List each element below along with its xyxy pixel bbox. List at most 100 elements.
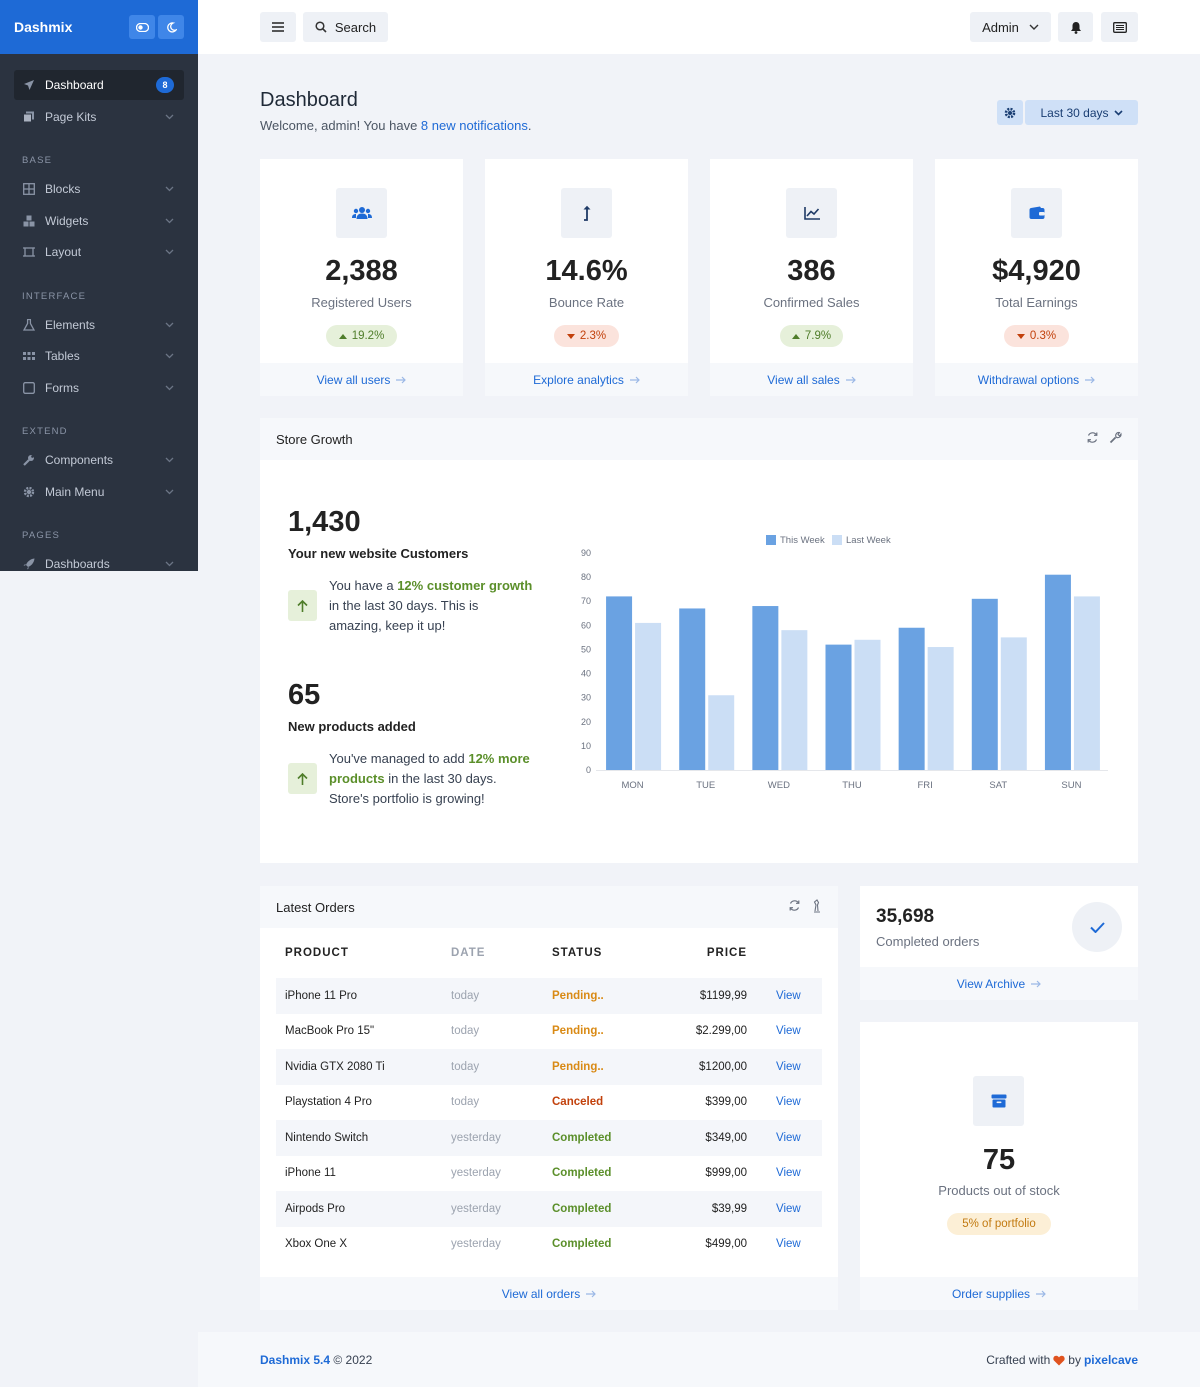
sidebar-item-main-menu[interactable]: Main Menu (14, 477, 184, 507)
view-order-link[interactable]: View (776, 1167, 801, 1180)
panel-title: Latest Orders (276, 899, 355, 915)
products-note: You've managed to add 12% more products … (329, 749, 539, 809)
chevron-down-icon (1113, 109, 1123, 116)
price-cell: $2.299,00 (695, 1025, 747, 1038)
sidebar-item-label: Widgets (45, 213, 89, 228)
view-all-orders-link[interactable]: View all orders (260, 1277, 838, 1310)
sidebar-item-label: Main Menu (45, 484, 105, 499)
version-link[interactable]: Dashmix 5.4 (260, 1353, 331, 1367)
x-tick-label: MON (621, 780, 643, 791)
sidebar-item-dashboard[interactable]: Dashboard 8 (14, 70, 184, 100)
price-cell: $39,99 (711, 1202, 747, 1215)
view-order-link[interactable]: View (776, 1202, 801, 1215)
sidebar-heading-pages: PAGES (22, 530, 61, 541)
date-range-dropdown[interactable]: Last 30 days (1025, 100, 1138, 125)
explore-analytics-link[interactable]: Explore analytics (485, 363, 688, 396)
view-all-users-link[interactable]: View all users (260, 363, 463, 396)
sidebar-item-label: Tables (45, 349, 80, 363)
sidebar-item-label: Page Kits (45, 109, 97, 124)
page-subtitle: Welcome, admin! You have 8 new notificat… (260, 118, 532, 133)
view-order-link[interactable]: View (776, 1096, 801, 1109)
chess-icon[interactable] (811, 898, 822, 916)
view-order-link[interactable]: View (776, 1060, 801, 1073)
x-tick-label: WED (768, 780, 790, 791)
sidebar-item-tables[interactable]: Tables (14, 341, 184, 371)
user-dropdown-button[interactable]: Admin (970, 12, 1051, 42)
column-header-product[interactable]: PRODUCT (285, 947, 349, 959)
sidebar-item-dashboards[interactable]: Dashboards (14, 549, 184, 571)
toggle-sidebar-style-button[interactable] (129, 15, 155, 39)
sidebar-item-components[interactable]: Components (14, 445, 184, 475)
caret-down-icon (1016, 333, 1025, 339)
stat-change-value: 7.9% (804, 330, 832, 342)
brand-logo[interactable]: Dashmix (14, 19, 73, 35)
sidebar-item-elements[interactable]: Elements (14, 310, 184, 340)
page-footer: Dashmix 5.4 © 2022 Crafted with by pixel… (198, 1332, 1200, 1387)
sidebar-heading-base: BASE (22, 155, 53, 166)
wrench-icon[interactable] (1109, 431, 1122, 447)
level-up-icon (561, 188, 612, 238)
table-row: Nvidia GTX 2080 Ti today Pending.. $1200,00… (276, 1049, 822, 1085)
chevron-down-icon (164, 351, 174, 361)
bar-mon-this-week (606, 596, 633, 770)
search-button[interactable]: Search (303, 12, 388, 42)
sidebar-item-widgets[interactable]: Widgets (14, 206, 184, 236)
view-order-link[interactable]: View (776, 1131, 801, 1144)
chevron-down-icon (164, 559, 174, 569)
y-tick-label: 40 (581, 669, 591, 679)
product-cell: iPhone 11 (285, 1167, 336, 1180)
author-link[interactable]: pixelcave (1083, 1353, 1138, 1367)
order-supplies-link[interactable]: Order supplies (860, 1277, 1138, 1310)
date-cell: yesterday (451, 1238, 501, 1251)
bar-sun-last-week (1073, 596, 1100, 770)
notifications-button[interactable] (1058, 12, 1093, 42)
sidebar-item-label: Dashboards (45, 557, 110, 571)
caret-down-icon (566, 333, 575, 339)
bar-wed-this-week (752, 606, 779, 770)
chevron-down-icon (164, 320, 174, 330)
table-row: Nintendo Switch yesterday Completed $349,00… (276, 1120, 822, 1156)
view-archive-link[interactable]: View Archive (860, 967, 1138, 1000)
out-of-stock-label: Products out of stock (938, 1183, 1060, 1198)
withdrawal-options-link[interactable]: Withdrawal options (935, 363, 1138, 396)
sidebar-item-forms[interactable]: Forms (14, 373, 184, 403)
view-order-link[interactable]: View (776, 989, 801, 1002)
completed-orders-value: 35,698 (876, 906, 935, 927)
column-header-date[interactable]: DATE (451, 947, 486, 959)
menu-toggle-button[interactable] (260, 12, 296, 42)
view-order-link[interactable]: View (776, 1025, 801, 1038)
refresh-icon[interactable] (788, 899, 801, 916)
table-row: iPhone 11 Pro today Pending.. $1199,99 View (276, 978, 822, 1014)
view-all-sales-link[interactable]: View all sales (710, 363, 913, 396)
status-cell: Pending.. (552, 1025, 604, 1038)
refresh-icon[interactable] (1086, 431, 1099, 447)
footer-link-label: View Archive (956, 976, 1026, 991)
bar-sun-this-week (1044, 574, 1071, 770)
layout-icon (22, 245, 36, 259)
column-header-price[interactable]: PRICE (706, 947, 747, 959)
stat-change-value: 19.2% (351, 330, 385, 342)
sidebar-heading-interface: INTERFACE (22, 290, 87, 302)
column-header-status[interactable]: STATUS (552, 947, 603, 959)
y-tick-label: 0 (586, 765, 591, 775)
y-tick-label: 10 (581, 741, 591, 751)
store-growth-header: Store Growth (260, 418, 1138, 460)
subtitle-text: Welcome, admin! You have (260, 118, 421, 133)
bar-thu-last-week (854, 639, 881, 770)
notifications-link[interactable]: 8 new notifications (420, 118, 528, 133)
sidebar-item-blocks[interactable]: Blocks (14, 174, 184, 204)
side-overlay-button[interactable] (1101, 12, 1138, 42)
bar-tue-last-week (708, 695, 735, 770)
customers-note: You have a 12% customer growth in the la… (329, 576, 534, 636)
table-row: MacBook Pro 15" today Pending.. $2.299,00 Vi… (276, 1014, 822, 1050)
date-cell: today (451, 989, 480, 1002)
dashboard-settings-button[interactable] (997, 100, 1023, 125)
sidebar-item-layout[interactable]: Layout (14, 237, 184, 267)
sidebar-item-page-kits[interactable]: Page Kits (14, 102, 184, 132)
view-order-link[interactable]: View (776, 1238, 801, 1251)
price-cell: $1199,99 (699, 989, 747, 1002)
top-header: Search Admin (198, 0, 1200, 54)
dark-mode-button[interactable] (158, 15, 184, 39)
product-cell: Airpods Pro (285, 1202, 346, 1215)
store-growth-bar-chart: 0 10 20 30 40 50 60 70 80 90 MON TUE WED THU FRI SAT SUN… (581, 535, 1108, 791)
